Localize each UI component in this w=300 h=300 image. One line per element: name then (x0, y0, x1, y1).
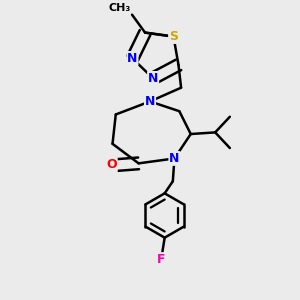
Text: O: O (106, 158, 117, 172)
Text: N: N (169, 152, 180, 165)
Text: F: F (157, 253, 165, 266)
Text: CH₃: CH₃ (108, 3, 130, 13)
Text: S: S (169, 30, 178, 43)
Text: N: N (127, 52, 138, 65)
Text: N: N (148, 72, 158, 85)
Text: N: N (145, 95, 155, 108)
